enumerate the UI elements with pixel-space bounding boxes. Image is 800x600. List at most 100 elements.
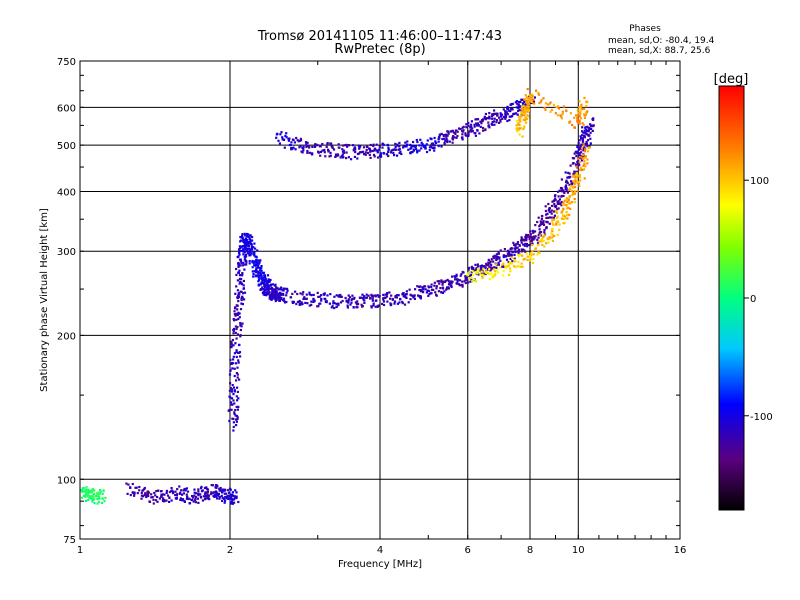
data-point (247, 244, 250, 248)
data-point (126, 492, 129, 495)
data-point (493, 257, 496, 260)
data-point (95, 494, 98, 498)
data-point (478, 132, 481, 135)
data-point (511, 114, 514, 118)
data-point (236, 376, 239, 379)
data-point (237, 292, 240, 295)
data-point (444, 279, 447, 282)
data-point (525, 235, 529, 238)
data-point (206, 491, 209, 494)
data-point (515, 112, 518, 115)
data-point (531, 93, 534, 96)
data-point (581, 126, 584, 129)
data-point (525, 245, 529, 248)
data-point (81, 490, 84, 493)
data-point (303, 297, 306, 300)
data-point (556, 220, 559, 223)
data-point (576, 120, 579, 123)
data-point (304, 141, 308, 144)
data-point (143, 494, 146, 497)
data-point (274, 283, 277, 286)
data-point (280, 297, 283, 301)
data-point (532, 253, 535, 256)
data-point (321, 142, 324, 146)
data-point (497, 271, 500, 274)
data-point (358, 152, 361, 155)
data-point (521, 265, 524, 268)
data-point (221, 499, 224, 502)
data-point (97, 495, 101, 498)
data-point (465, 134, 468, 137)
data-point (583, 134, 586, 137)
data-point (237, 263, 240, 266)
data-point (412, 140, 415, 144)
data-point (345, 300, 348, 303)
data-point (282, 297, 286, 300)
data-point (320, 297, 323, 301)
data-point (508, 254, 511, 257)
data-point (410, 151, 413, 154)
data-point (562, 194, 565, 198)
data-point (386, 292, 389, 295)
data-point (393, 148, 396, 151)
data-point (440, 145, 443, 148)
data-point (528, 235, 531, 238)
data-point (346, 304, 349, 307)
data-point (229, 401, 233, 404)
data-point (561, 113, 564, 116)
data-point (531, 229, 534, 232)
data-point (557, 207, 560, 210)
data-point (518, 100, 521, 104)
data-point (255, 260, 258, 263)
data-point (563, 191, 566, 194)
data-point (161, 499, 165, 503)
data-point (179, 492, 182, 495)
x-tick-label: 1 (77, 545, 83, 556)
data-point (254, 263, 258, 266)
data-point (521, 135, 524, 138)
data-point (373, 149, 376, 152)
data-point (245, 244, 248, 247)
data-point (550, 232, 553, 235)
data-point (564, 171, 567, 174)
data-point (275, 136, 278, 139)
data-point (288, 143, 291, 147)
data-point (197, 494, 200, 497)
data-point (193, 491, 196, 494)
data-point (541, 243, 544, 246)
data-point (417, 294, 420, 297)
x-tick-label: 2 (227, 545, 233, 556)
data-point (174, 493, 177, 497)
data-point (502, 115, 505, 118)
data-point (191, 495, 194, 498)
data-point (548, 210, 551, 213)
data-point (89, 489, 92, 492)
data-point (531, 94, 534, 98)
data-point (96, 502, 99, 505)
data-point (266, 288, 269, 291)
data-point (374, 294, 377, 297)
data-point (233, 402, 236, 405)
data-point (81, 487, 84, 490)
data-point (133, 494, 136, 497)
data-point (576, 114, 579, 117)
data-point (337, 302, 340, 305)
data-point (368, 147, 371, 151)
data-point (460, 273, 463, 276)
data-point (371, 149, 374, 153)
data-point (238, 245, 241, 248)
data-point (306, 302, 309, 305)
data-point (241, 234, 244, 237)
data-point (508, 109, 511, 112)
data-point (503, 248, 506, 251)
data-point (571, 123, 574, 127)
data-point (487, 262, 490, 265)
data-point (281, 299, 285, 302)
data-point (353, 296, 356, 299)
data-point (248, 254, 251, 257)
data-point (443, 290, 446, 293)
data-point (163, 493, 166, 496)
data-point (300, 301, 303, 304)
data-point (513, 112, 516, 115)
data-point (239, 236, 242, 239)
